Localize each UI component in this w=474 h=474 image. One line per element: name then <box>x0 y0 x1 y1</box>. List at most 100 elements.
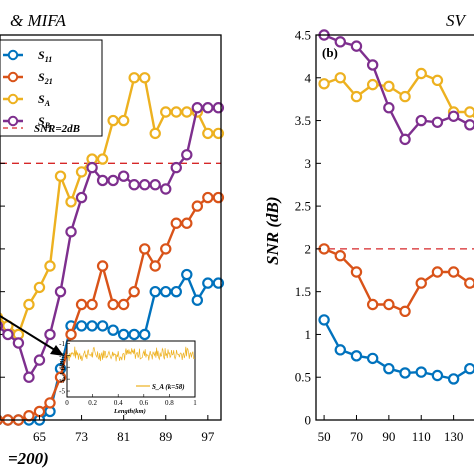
left-point-sb <box>44 328 56 341</box>
right-y-tick-label: 4 <box>305 70 312 85</box>
legend-label-sb: SB <box>38 114 51 130</box>
left-x-tick-label: 65 <box>33 429 46 444</box>
left-point-s11 <box>202 277 214 289</box>
right-series-line-sb <box>323 33 474 142</box>
left-point-s11 <box>75 320 88 332</box>
right-x-ticks: 5070901101301 <box>318 415 464 444</box>
inset-x-label: Length(km) <box>113 408 146 415</box>
left-point-sb <box>2 328 14 341</box>
right-x-tick-label: 110 <box>412 429 431 444</box>
left-point-sa <box>160 106 172 118</box>
left-x-tick-label: 97 <box>201 429 215 444</box>
left-point-s11 <box>181 268 193 281</box>
left-point-s21 <box>107 298 119 311</box>
left-point-sb <box>75 191 88 204</box>
left-point-sa <box>170 106 182 118</box>
right-y-ticks: 0 0.5 1 1.5 2 2.5 3 3.5 4 4.5 <box>295 28 321 428</box>
left-point-sa <box>117 114 130 127</box>
left-point-sb <box>117 170 130 182</box>
inset-y-tick-label: -5 <box>59 388 65 396</box>
right-point-sa <box>399 90 411 103</box>
inset-y-tick-label: -3 <box>59 364 65 372</box>
left-point-sa <box>96 153 109 165</box>
left-point-sa <box>139 72 151 84</box>
legend-label-sa: SA <box>38 92 51 108</box>
left-point-s11 <box>160 285 172 298</box>
left-point-s21 <box>54 371 67 383</box>
left-point-sa <box>128 72 140 84</box>
right-point-sa <box>350 90 363 103</box>
right-point-s11 <box>464 362 474 375</box>
right-y-tick-label: 0.5 <box>295 370 311 385</box>
left-legend: S11 S21 SA SB SNR=2dB <box>0 39 103 137</box>
left-x-tick-label: 89 <box>159 429 172 444</box>
left-point-s21 <box>23 410 35 422</box>
right-y-tick-label: 3 <box>305 156 312 171</box>
left-point-sb <box>12 337 25 349</box>
right-x-tick-label: 50 <box>318 429 331 444</box>
right-point-s21 <box>383 298 395 311</box>
right-point-s11 <box>415 366 427 378</box>
right-y-tick-label: 2 <box>305 241 312 256</box>
left-point-s11 <box>149 285 161 298</box>
right-point-s21 <box>464 277 474 289</box>
inset-legend-label: S_A (k=58) <box>152 383 185 391</box>
left-point-s21 <box>160 243 172 255</box>
left-point-sb <box>191 102 204 114</box>
left-point-sa <box>202 127 214 140</box>
right-y-tick-label: 1 <box>305 327 312 342</box>
left-point-sb <box>96 174 109 187</box>
right-point-sb <box>415 114 427 127</box>
right-x-tick-label: 130 <box>444 429 464 444</box>
left-axes-frame <box>0 34 222 421</box>
left-point-sb <box>128 179 140 191</box>
right-panel: SNR (dB) 0 0.5 1 1.5 2 2.5 3 3.5 4 4.5 50 70 90 110 1… <box>263 28 474 444</box>
left-point-s11 <box>191 294 204 306</box>
left-point-sa <box>107 114 119 127</box>
right-point-s21 <box>334 250 346 262</box>
right-point-s21 <box>415 277 427 289</box>
right-y-tick-label: 0 <box>305 413 312 428</box>
right-panel-title: SV <box>446 11 468 30</box>
right-point-sb <box>366 59 379 71</box>
left-point-sb <box>65 226 77 238</box>
right-point-sb <box>399 133 411 146</box>
left-point-sa <box>33 281 46 294</box>
inset-pointer-arrow <box>0 315 64 356</box>
legend-threshold-label: SNR=2dB <box>34 123 80 135</box>
left-point-s11 <box>107 324 119 336</box>
right-y-label: SNR (dB) <box>263 197 282 265</box>
inset-x-tick-label: 0 <box>65 399 69 407</box>
left-point-s21 <box>139 243 151 255</box>
right-point-s21 <box>431 266 444 278</box>
right-point-sa <box>431 74 444 87</box>
left-point-sb <box>54 285 67 298</box>
right-point-sa <box>415 67 427 80</box>
inset-y-tick-label: -2 <box>59 352 65 360</box>
right-point-s11 <box>366 352 379 365</box>
inset-x-tick-label: 0.2 <box>88 399 97 407</box>
right-y-tick-label: 1.5 <box>295 284 311 299</box>
left-x-ticks: 65 73 81 89 97 <box>33 415 215 444</box>
left-legend-items: S11 S21 SA SB <box>3 48 53 130</box>
legend-marker-s21 <box>7 71 19 83</box>
left-point-sb <box>86 161 98 174</box>
left-point-sb <box>33 354 46 366</box>
right-plot-series <box>316 29 474 385</box>
left-point-sa <box>65 196 77 208</box>
inset-noise-trace <box>66 346 196 362</box>
left-point-s21 <box>75 298 88 311</box>
left-point-s21 <box>181 217 193 229</box>
left-point-sa <box>23 298 35 311</box>
inset-y-tick-label: -4 <box>59 376 65 384</box>
inset-x-tick-label: 0.6 <box>139 399 148 407</box>
left-point-s11 <box>117 328 130 341</box>
left-point-s21 <box>65 328 77 341</box>
right-point-s11 <box>431 369 444 382</box>
left-point-sa <box>149 127 161 140</box>
right-panel-label: (b) <box>322 45 338 60</box>
right-point-s21 <box>447 266 460 278</box>
right-point-s11 <box>334 344 346 356</box>
left-point-s21 <box>33 405 46 418</box>
left-point-sa <box>54 170 67 182</box>
